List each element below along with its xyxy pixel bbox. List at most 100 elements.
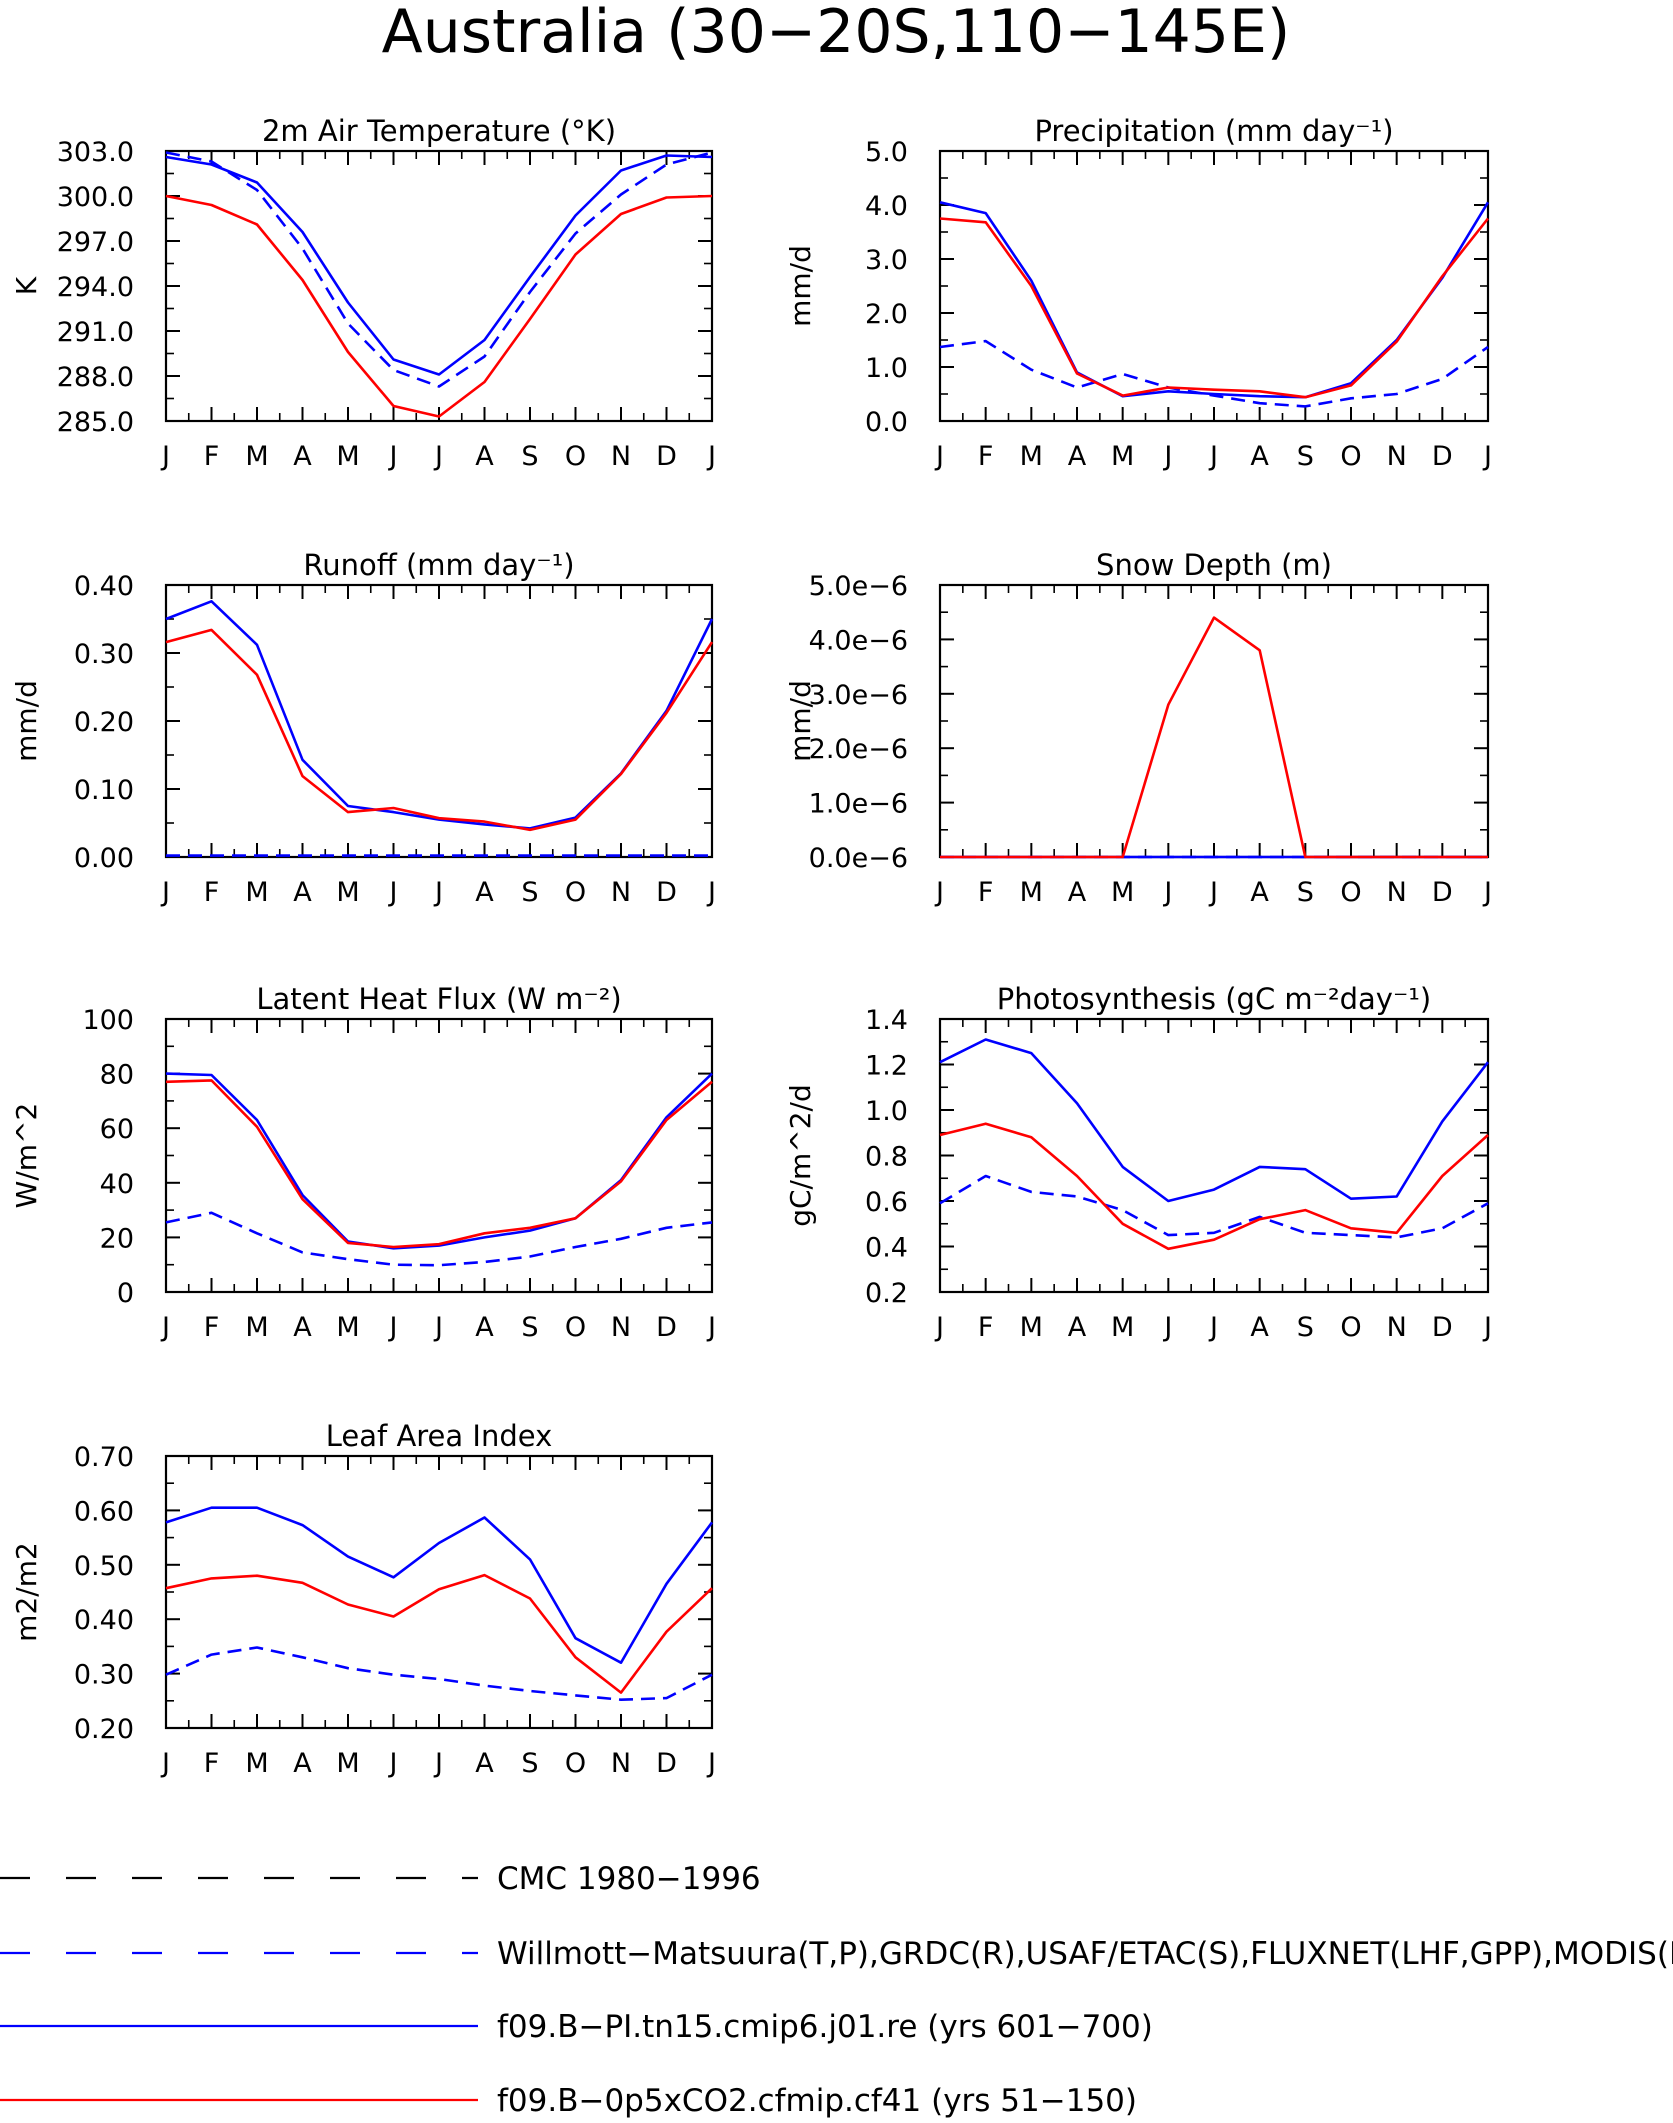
y-tick-label: 1.2	[865, 1051, 908, 1082]
panel-title: Leaf Area Index	[326, 1419, 552, 1453]
y-tick-label: 297.0	[57, 227, 134, 258]
x-tick-label: J	[706, 877, 716, 908]
x-tick-label: A	[475, 441, 494, 472]
x-tick-label: D	[1432, 877, 1453, 908]
x-tick-label: O	[1340, 1312, 1361, 1343]
x-tick-label: A	[293, 877, 312, 908]
y-axis-label: mm/d	[10, 680, 43, 762]
plot-frame	[164, 149, 714, 423]
x-tick-label: J	[1482, 877, 1492, 908]
x-tick-label: O	[565, 877, 586, 908]
y-tick-label: 0.40	[74, 1605, 134, 1636]
x-tick-label: J	[1162, 1312, 1172, 1343]
x-tick-label: J	[433, 441, 443, 472]
series-line-1	[939, 1174, 1489, 1239]
series-line-1	[165, 1646, 713, 1701]
x-tick-label: F	[978, 1312, 994, 1343]
x-tick-label: M	[245, 441, 268, 472]
y-tick-label: 285.0	[57, 407, 134, 438]
x-tick-label: J	[934, 441, 944, 472]
series-line-3	[940, 616, 1488, 859]
chart-panel-3: J F M A M J J A S O N D J0.000.100.200.300.40Runoff …	[10, 548, 716, 908]
y-tick-label: 0.4	[865, 1233, 908, 1264]
x-tick-label: M	[1111, 877, 1134, 908]
x-tick-label: D	[656, 441, 677, 472]
chart-panel-1: J F M A M J J A S O N D J285.0288.0291.0294.0297.030…	[10, 114, 716, 472]
x-tick-label: A	[1068, 1312, 1087, 1343]
chart-panel-6: J F M A M J J A S O N D J0.20.40.60.81.01.21.4Photos…	[784, 982, 1492, 1343]
legend-label-1: CMC 1980−1996	[497, 1861, 761, 1897]
legend-label-2: Willmott−Matsuura(T,P),GRDC(R),USAF/ETAC…	[497, 1936, 1673, 1972]
x-tick-label: N	[1387, 877, 1407, 908]
x-tick-label: S	[521, 441, 538, 472]
y-tick-label: 294.0	[57, 272, 134, 303]
y-tick-label: 0.30	[74, 639, 134, 670]
x-tick-label: S	[1297, 877, 1314, 908]
x-tick-label: S	[521, 1748, 538, 1779]
panels: J F M A M J J A S O N D J285.0288.0291.0294.0297.030…	[10, 114, 1492, 1779]
x-tick-label: J	[1162, 441, 1172, 472]
plot-frame	[164, 1017, 714, 1294]
x-tick-label: M	[1020, 1312, 1043, 1343]
x-tick-label: M	[336, 1748, 359, 1779]
series-line-3	[939, 217, 1490, 399]
x-tick-label: J	[1208, 441, 1218, 472]
x-tick-label: D	[656, 877, 677, 908]
x-tick-label: F	[978, 877, 994, 908]
x-tick-label: J	[934, 877, 944, 908]
x-tick-label: N	[611, 1748, 631, 1779]
panel-title: Latent Heat Flux (W m⁻²)	[256, 982, 621, 1016]
panel-title: Snow Depth (m)	[1096, 548, 1332, 582]
figure-title: Australia (30−20S,110−145E)	[382, 0, 1291, 67]
y-axis-label: mm/d	[784, 245, 817, 327]
series-line-2	[165, 1506, 714, 1664]
x-tick-label: J	[1162, 877, 1172, 908]
panel-title: Runoff (mm day⁻¹)	[303, 548, 574, 582]
series-line-3	[165, 628, 714, 832]
y-tick-label: 0.00	[74, 843, 134, 874]
y-tick-label: 2.0e−6	[809, 734, 908, 765]
x-tick-label: F	[204, 877, 220, 908]
x-tick-label: N	[611, 441, 631, 472]
x-tick-label: M	[1111, 441, 1134, 472]
x-tick-label: N	[611, 877, 631, 908]
x-tick-label: A	[475, 877, 494, 908]
y-tick-label: 5.0	[865, 137, 908, 168]
y-tick-label: 0.0e−6	[809, 843, 908, 874]
y-tick-label: 1.0	[865, 353, 908, 384]
y-tick-label: 0.50	[74, 1551, 134, 1582]
plot-frame	[938, 149, 1490, 423]
x-tick-label: J	[433, 1312, 443, 1343]
x-tick-label: S	[521, 1312, 538, 1343]
plot-frame	[164, 583, 714, 859]
y-tick-label: 0.20	[74, 707, 134, 738]
x-tick-label: J	[388, 877, 398, 908]
x-tick-label: D	[656, 1312, 677, 1343]
x-tick-label: M	[336, 877, 359, 908]
chart-panel-4: J F M A M J J A S O N D J0.0e−61.0e−62.0e−63.0e−64.0…	[784, 548, 1492, 908]
x-tick-label: D	[656, 1748, 677, 1779]
x-tick-label: A	[1250, 1312, 1269, 1343]
y-tick-label: 20	[100, 1223, 134, 1254]
legend-label-4: f09.B−0p5xCO2.cfmip.cf41 (yrs 51−150)	[497, 2083, 1137, 2119]
y-tick-label: 0.70	[74, 1442, 134, 1473]
series-line-3	[939, 1122, 1489, 1251]
x-tick-label: D	[1432, 1312, 1453, 1343]
series-line-1	[939, 339, 1489, 408]
y-tick-label: 2.0	[865, 299, 908, 330]
x-tick-label: J	[706, 1748, 716, 1779]
series-line-1	[165, 151, 713, 388]
y-tick-label: 5.0e−6	[809, 571, 908, 602]
y-tick-label: 1.4	[865, 1005, 908, 1036]
y-tick-label: 300.0	[57, 182, 134, 213]
x-tick-label: J	[160, 877, 170, 908]
panel-title: Photosynthesis (gC m⁻²day⁻¹)	[997, 982, 1431, 1016]
x-tick-label: A	[293, 1748, 312, 1779]
plot-frame	[164, 1454, 714, 1730]
x-tick-label: A	[475, 1312, 494, 1343]
y-tick-label: 291.0	[57, 317, 134, 348]
x-tick-label: O	[565, 1748, 586, 1779]
x-tick-label: J	[160, 1748, 170, 1779]
